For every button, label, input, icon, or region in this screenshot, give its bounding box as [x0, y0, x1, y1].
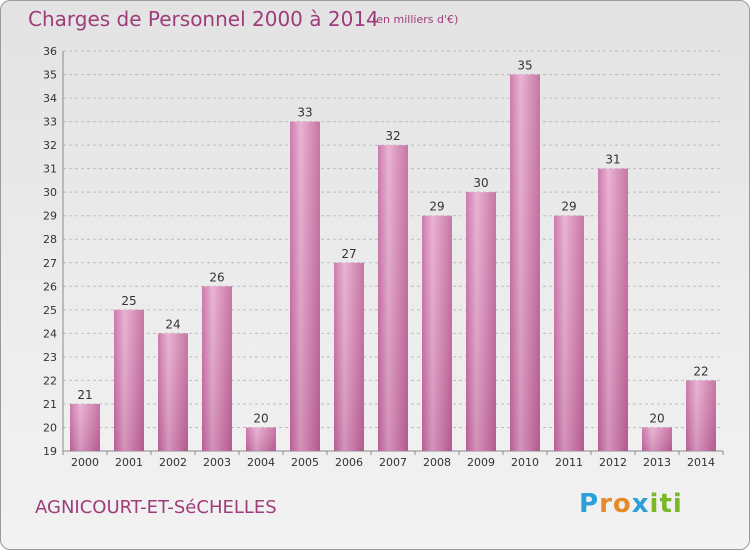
bar-shade — [378, 145, 408, 451]
bar-shade — [158, 333, 188, 451]
x-tick-label: 2008 — [423, 456, 451, 469]
logo-letter: P — [579, 489, 600, 519]
x-tick-label: 2002 — [159, 456, 187, 469]
y-tick-label: 25 — [43, 304, 57, 317]
bar-shade — [422, 215, 452, 451]
x-tick-label: 2014 — [687, 456, 715, 469]
y-tick-label: 19 — [43, 445, 57, 458]
logo-letter: i — [649, 489, 660, 519]
bar-shade — [510, 74, 540, 451]
x-tick-label: 2001 — [115, 456, 143, 469]
x-tick-label: 2006 — [335, 456, 363, 469]
y-tick-label: 28 — [43, 233, 57, 246]
value-label: 29 — [561, 200, 576, 214]
x-tick-label: 2012 — [599, 456, 627, 469]
bar-shade — [598, 168, 628, 451]
bar-shade — [334, 262, 364, 451]
y-tick-label: 27 — [43, 257, 57, 270]
value-labels: 21 25 24 26 20 33 27 32 29 30 35 29 31 20 22 — [77, 59, 708, 426]
x-tick-label: 2003 — [203, 456, 231, 469]
y-tick-label: 32 — [43, 139, 57, 152]
value-label: 20 — [253, 411, 268, 425]
logo-letter: i — [672, 489, 683, 519]
logo-letter: r — [599, 489, 613, 519]
x-tick-label: 2004 — [247, 456, 275, 469]
y-tick-label: 34 — [43, 92, 57, 105]
value-label: 20 — [649, 411, 664, 425]
value-label: 30 — [473, 176, 488, 190]
value-label: 25 — [121, 294, 136, 308]
x-tick-label: 2013 — [643, 456, 671, 469]
bar-shade — [202, 286, 232, 451]
x-tick-labels: 2000 2001 2002 2003 2004 2005 2006 2007 2008 2009… — [71, 456, 715, 469]
x-tick-label: 2007 — [379, 456, 407, 469]
bar-shade — [686, 380, 716, 451]
bar-shade — [642, 427, 672, 451]
commune-name: AGNICOURT-ET-SéCHELLES — [35, 497, 277, 518]
bar-shade — [290, 121, 320, 452]
value-label: 21 — [77, 388, 92, 402]
y-tick-label: 22 — [43, 374, 57, 387]
chart-title: Charges de Personnel 2000 à 2014 — [28, 7, 379, 31]
value-label: 22 — [693, 364, 708, 378]
logo-letter: x — [631, 489, 650, 519]
logo-letter: t — [659, 489, 673, 519]
y-tick-label: 31 — [43, 163, 57, 176]
value-label: 35 — [517, 59, 532, 73]
y-tick-label: 35 — [43, 69, 57, 82]
x-tick-label: 2010 — [511, 456, 539, 469]
y-tick-label: 30 — [43, 186, 57, 199]
value-label: 31 — [605, 153, 620, 167]
bar-shade — [70, 403, 100, 451]
y-tick-label: 24 — [43, 327, 57, 340]
value-label: 33 — [297, 106, 312, 120]
value-label: 32 — [385, 129, 400, 143]
bars — [70, 74, 716, 452]
bar-shade — [466, 192, 496, 452]
bar-shade — [554, 215, 584, 451]
y-tick-label: 21 — [43, 398, 57, 411]
proxiti-logo: Proxiti — [579, 489, 683, 519]
y-tick-labels: 19 20 21 22 23 24 25 26 27 28 29 30 31 32 33 34 35 36 — [43, 45, 57, 458]
value-label: 29 — [429, 200, 444, 214]
y-tick-label: 20 — [43, 421, 57, 434]
x-tick-label: 2000 — [71, 456, 99, 469]
y-tick-label: 29 — [43, 210, 57, 223]
y-tick-label: 23 — [43, 351, 57, 364]
y-tick-label: 36 — [43, 45, 57, 58]
value-label: 27 — [341, 247, 356, 261]
logo-letter: o — [612, 489, 632, 519]
x-tick-label: 2005 — [291, 456, 319, 469]
x-tick-label: 2009 — [467, 456, 495, 469]
y-tick-label: 33 — [43, 116, 57, 129]
y-tick-label: 26 — [43, 280, 57, 293]
bar-shade — [246, 427, 276, 451]
chart-subtitle: (en milliers d'€) — [372, 13, 459, 26]
x-tick-label: 2011 — [555, 456, 583, 469]
value-label: 24 — [165, 317, 180, 331]
bar-shade — [114, 309, 144, 451]
value-label: 26 — [209, 270, 224, 284]
